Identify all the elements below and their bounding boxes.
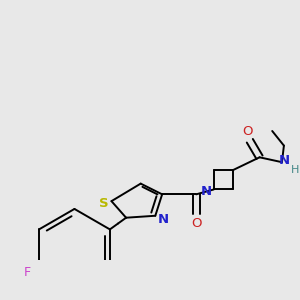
Text: O: O <box>243 125 253 139</box>
Text: N: N <box>158 213 169 226</box>
Text: H: H <box>290 165 299 175</box>
Text: S: S <box>99 196 109 210</box>
Text: O: O <box>191 217 202 230</box>
Text: N: N <box>278 154 290 167</box>
Text: F: F <box>24 266 31 279</box>
Text: N: N <box>200 185 211 198</box>
